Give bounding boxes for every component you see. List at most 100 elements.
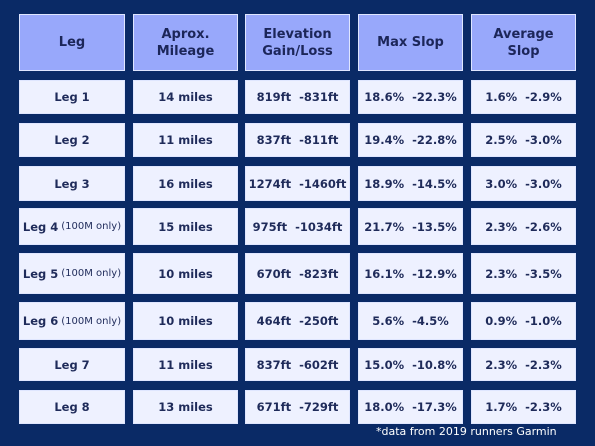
header-elevation: Elevation Gain/Loss [245, 14, 350, 71]
header-elevation-label: Elevation Gain/Loss [262, 26, 333, 59]
max-slop-value: 18.0% -17.3% [364, 400, 457, 414]
leg-cell: Leg 1 [19, 80, 125, 114]
max-slop-value: 5.6% -4.5% [372, 314, 449, 328]
header-mileage: Aprox. Mileage [133, 14, 238, 71]
avg-slop-value: 1.6% -2.9% [485, 90, 562, 104]
elevation-cell: 837ft -602ft [245, 348, 350, 381]
header-avg-slop: Average Slop [471, 14, 576, 71]
mileage-cell: 11 miles [133, 123, 238, 157]
max-slop-value: 18.9% -14.5% [364, 176, 457, 191]
elevation-value: 975ft -1034ft [252, 219, 343, 234]
avg-slop-value: 2.3% -3.5% [485, 266, 562, 281]
header-row: Leg Aprox. Mileage Elevation Gain/Loss M… [0, 14, 595, 71]
leg-note: (100M only) [61, 315, 122, 327]
table-row: Leg 6 (100M only) 10 miles 464ft -250ft 5… [0, 302, 595, 340]
leg-note: (100M only) [61, 268, 122, 279]
leg-cell: Leg 3 [19, 166, 125, 201]
leg-name: Leg 3 [54, 176, 90, 191]
max-slop-value: 15.0% -10.8% [364, 357, 457, 372]
leg-cell: Leg 7 [19, 348, 125, 381]
avg-slop-value: 2.5% -3.0% [485, 133, 562, 147]
elevation-value: 819ft -831ft [256, 90, 339, 104]
footnote: *data from 2019 runners Garmin [376, 425, 557, 438]
max-slop-cell: 15.0% -10.8% [358, 348, 463, 381]
avg-slop-cell: 0.9% -1.0% [471, 302, 576, 340]
mileage-value: 16 miles [158, 176, 213, 191]
mileage-value: 15 miles [158, 219, 213, 234]
mileage-value: 11 miles [158, 357, 213, 372]
max-slop-cell: 21.7% -13.5% [358, 208, 463, 245]
leg-note: (100M only) [61, 221, 122, 232]
elevation-cell: 671ft -729ft [245, 390, 350, 424]
table-row: Leg 5 (100M only) 10 miles 670ft -823ft 1… [0, 253, 595, 294]
avg-slop-value: 2.3% -2.3% [485, 357, 562, 372]
max-slop-value: 18.6% -22.3% [364, 90, 457, 104]
leg-cell: Leg 6 (100M only) [19, 302, 125, 340]
mileage-value: 13 miles [158, 400, 213, 414]
mileage-value: 14 miles [158, 90, 213, 104]
elevation-cell: 1274ft -1460ft [245, 166, 350, 201]
elevation-cell: 670ft -823ft [245, 253, 350, 294]
avg-slop-value: 2.3% -2.6% [485, 219, 562, 234]
mileage-cell: 10 miles [133, 253, 238, 294]
table-row: Leg 4 (100M only) 15 miles 975ft -1034ft … [0, 208, 595, 245]
mileage-cell: 10 miles [133, 302, 238, 340]
avg-slop-cell: 2.3% -2.6% [471, 208, 576, 245]
avg-slop-cell: 1.7% -2.3% [471, 390, 576, 424]
header-max-slop-label: Max Slop [377, 35, 444, 50]
elevation-cell: 837ft -811ft [245, 123, 350, 157]
table-row: Leg 7 11 miles 837ft -602ft 15.0% -10.8%… [0, 348, 595, 381]
header-avg-slop-label: Average Slop [493, 26, 554, 59]
header-max-slop: Max Slop [358, 14, 463, 71]
leg-cell: Leg 8 [19, 390, 125, 424]
leg-cell: Leg 4 (100M only) [19, 208, 125, 245]
avg-slop-cell: 1.6% -2.9% [471, 80, 576, 114]
avg-slop-cell: 3.0% -3.0% [471, 166, 576, 201]
leg-name: Leg 7 [54, 357, 90, 372]
mileage-cell: 16 miles [133, 166, 238, 201]
mileage-value: 10 miles [158, 314, 213, 328]
elevation-value: 1274ft -1460ft [248, 176, 347, 191]
leg-name: Leg 1 [54, 90, 90, 104]
header-leg: Leg [19, 14, 125, 71]
table-row: Leg 1 14 miles 819ft -831ft 18.6% -22.3%… [0, 80, 595, 114]
mileage-value: 10 miles [158, 266, 213, 281]
mileage-cell: 15 miles [133, 208, 238, 245]
leg-cell: Leg 2 [19, 123, 125, 157]
elevation-value: 671ft -729ft [256, 400, 339, 414]
elevation-cell: 819ft -831ft [245, 80, 350, 114]
elevation-value: 837ft -602ft [256, 357, 339, 372]
max-slop-cell: 18.0% -17.3% [358, 390, 463, 424]
avg-slop-value: 3.0% -3.0% [485, 176, 562, 191]
max-slop-cell: 19.4% -22.8% [358, 123, 463, 157]
leg-name: Leg 2 [54, 133, 90, 147]
leg-cell: Leg 5 (100M only) [19, 253, 125, 294]
header-mileage-label: Aprox. Mileage [156, 26, 215, 59]
avg-slop-value: 1.7% -2.3% [485, 400, 562, 414]
leg-name: Leg 5 [22, 266, 59, 281]
mileage-cell: 13 miles [133, 390, 238, 424]
avg-slop-cell: 2.5% -3.0% [471, 123, 576, 157]
avg-slop-cell: 2.3% -3.5% [471, 253, 576, 294]
elevation-value: 464ft -250ft [256, 314, 339, 328]
leg-name: Leg 4 [22, 219, 59, 234]
mileage-value: 11 miles [158, 133, 213, 147]
max-slop-cell: 18.6% -22.3% [358, 80, 463, 114]
max-slop-value: 19.4% -22.8% [364, 133, 457, 147]
max-slop-cell: 5.6% -4.5% [358, 302, 463, 340]
table-row: Leg 8 13 miles 671ft -729ft 18.0% -17.3%… [0, 390, 595, 424]
avg-slop-value: 0.9% -1.0% [485, 314, 562, 328]
elevation-value: 670ft -823ft [256, 266, 339, 281]
leg-name: Leg 8 [54, 400, 90, 414]
max-slop-value: 21.7% -13.5% [364, 219, 457, 234]
avg-slop-cell: 2.3% -2.3% [471, 348, 576, 381]
max-slop-cell: 18.9% -14.5% [358, 166, 463, 201]
table-row: Leg 3 16 miles 1274ft -1460ft 18.9% -14.… [0, 166, 595, 201]
max-slop-value: 16.1% -12.9% [364, 266, 457, 281]
leg-name: Leg 6 [22, 314, 59, 328]
max-slop-cell: 16.1% -12.9% [358, 253, 463, 294]
mileage-cell: 14 miles [133, 80, 238, 114]
header-leg-label: Leg [58, 35, 86, 50]
elevation-value: 837ft -811ft [256, 133, 339, 147]
